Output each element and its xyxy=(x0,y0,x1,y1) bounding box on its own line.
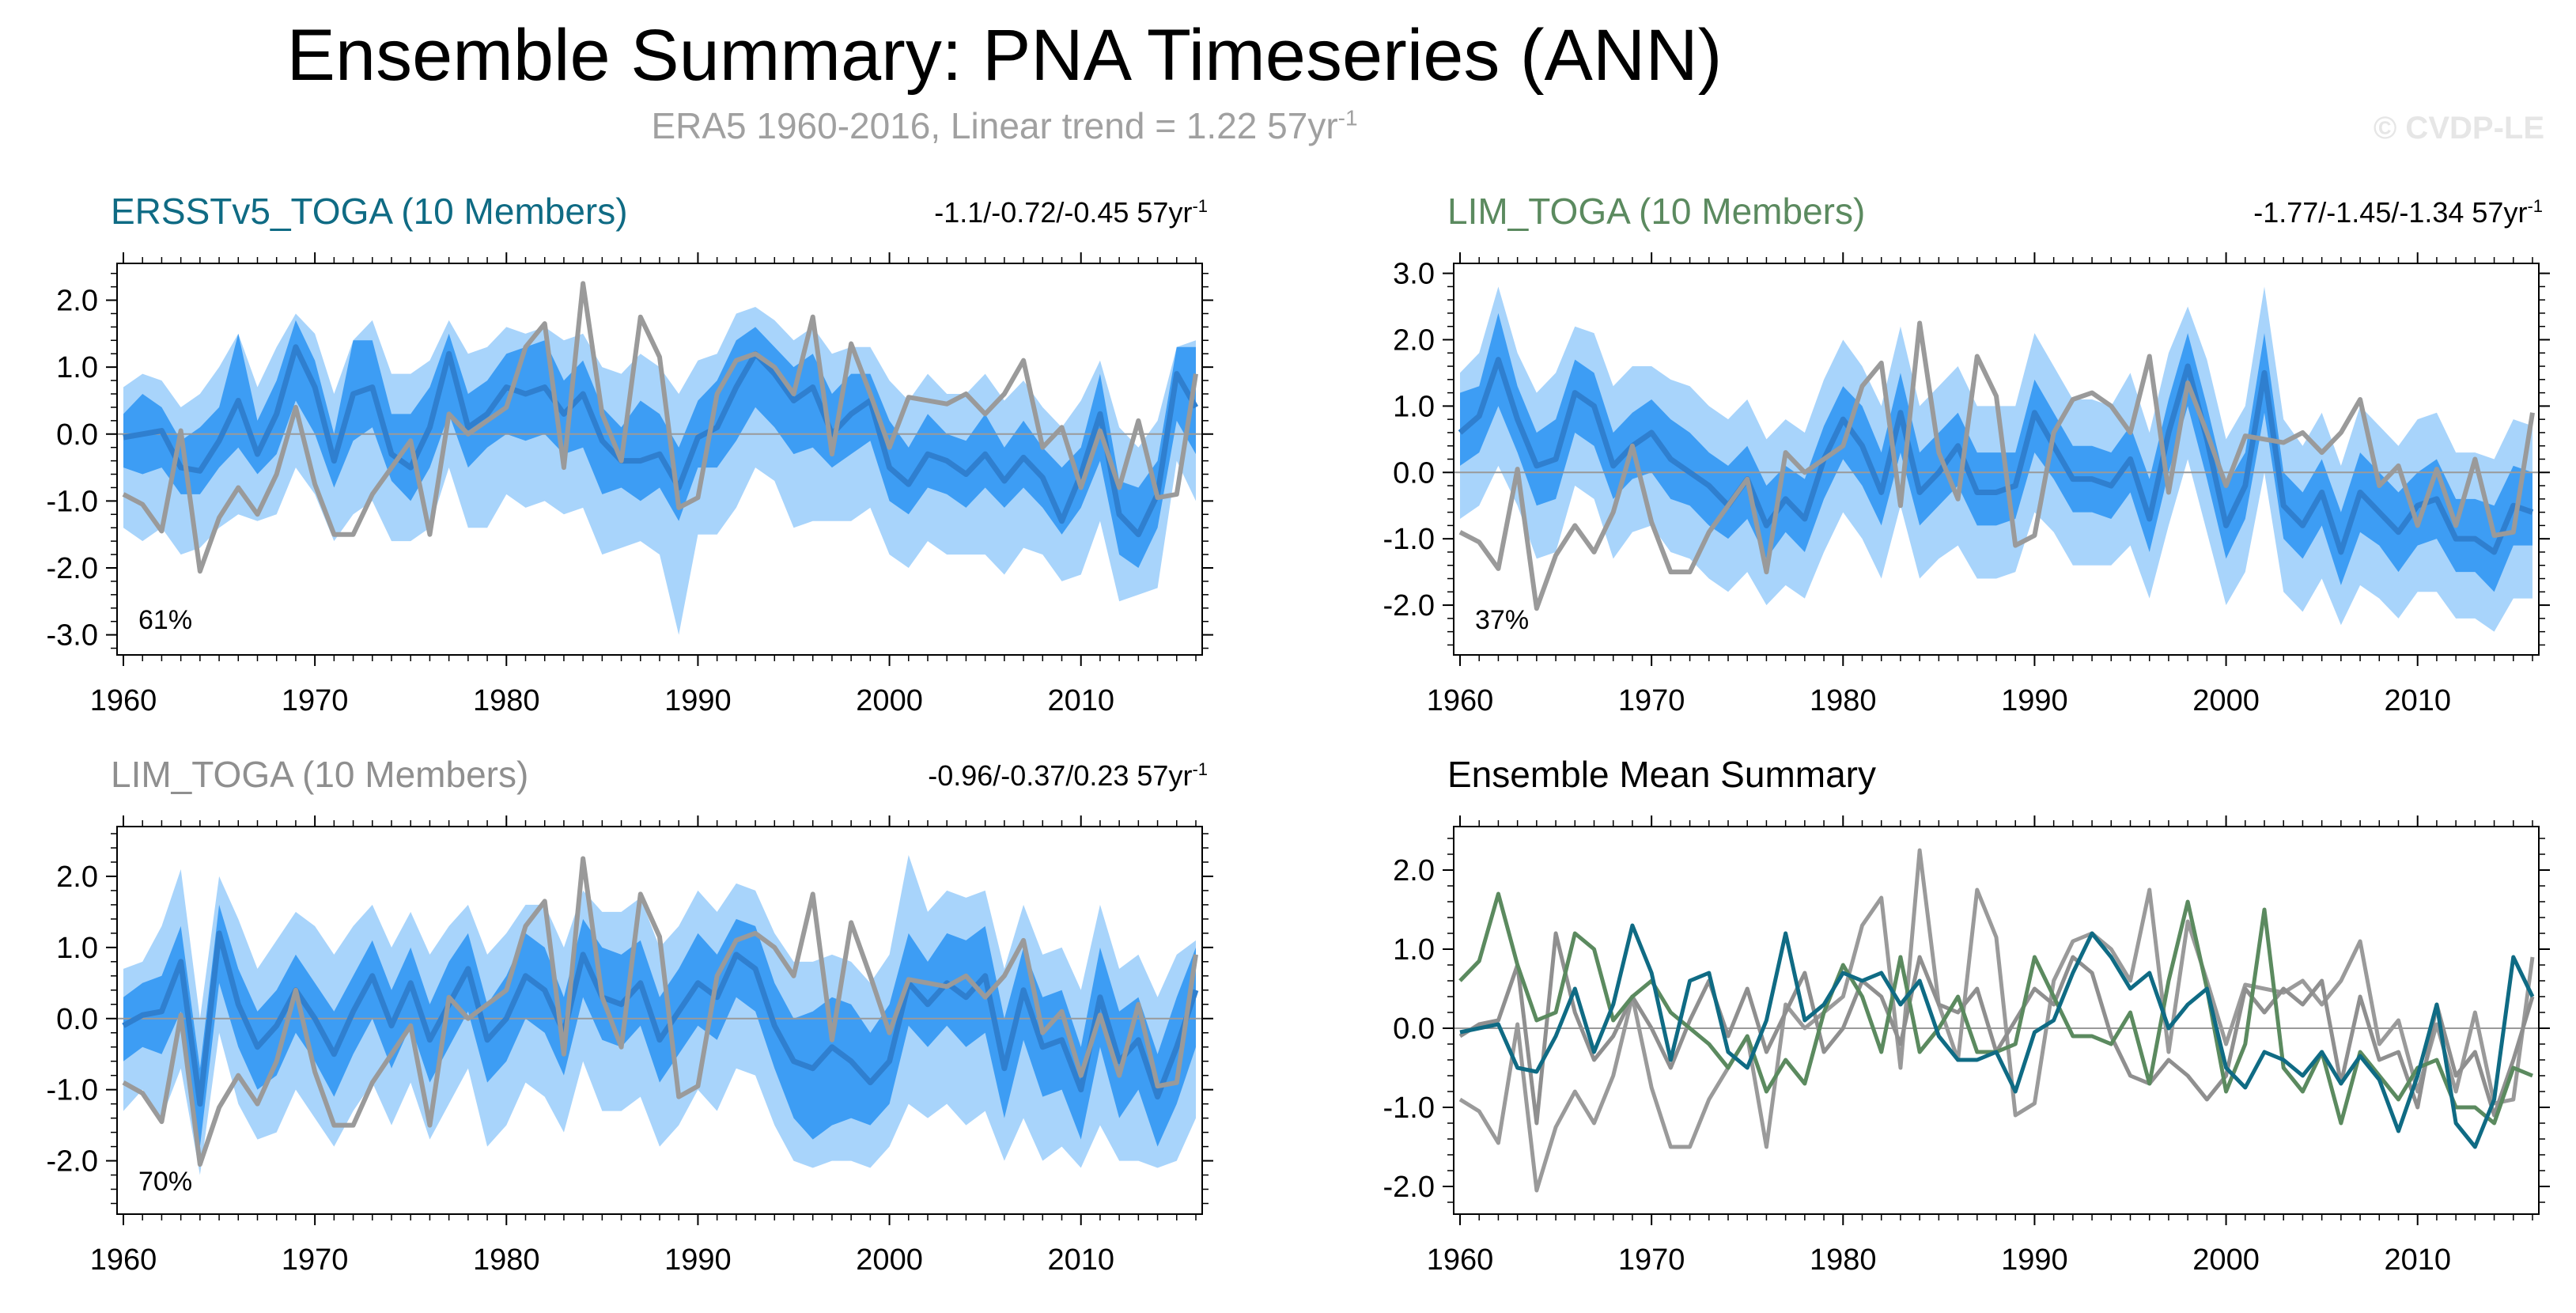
subtitle-sup: -1 xyxy=(1337,105,1358,131)
plot-area xyxy=(1454,286,2539,632)
y-tick-label: -2.0 xyxy=(47,552,98,585)
panel-trend-lim-gray: -0.96/-0.37/0.23 57yr-1 xyxy=(928,759,1208,793)
y-tick-label: 2.0 xyxy=(56,285,98,318)
percent-label-lim-green: 37% xyxy=(1475,605,1530,635)
trend-sup: -1 xyxy=(2527,196,2543,216)
trend-text: -0.96/-0.37/0.23 57yr xyxy=(928,759,1193,792)
y-tick-label: 0.0 xyxy=(1393,1012,1435,1046)
x-tick-label: 1960 xyxy=(1427,684,1494,717)
y-tick-label: 1.0 xyxy=(1393,390,1435,423)
x-tick-label: 1960 xyxy=(1427,1243,1494,1277)
y-tick-label: -2.0 xyxy=(47,1145,98,1179)
x-tick-label: 1990 xyxy=(664,1243,732,1277)
ensemble-mean-line xyxy=(1458,357,2534,555)
ensemble-mean-line xyxy=(123,344,1199,538)
panel-title-ersst: ERSSTv5_TOGA (10 Members) xyxy=(111,191,628,232)
x-tick-label: 2000 xyxy=(856,684,923,717)
observed-line xyxy=(1458,320,2535,611)
subtitle: ERA5 1960-2016, Linear trend = 1.22 57yr… xyxy=(0,104,2009,147)
y-tick-label: -2.0 xyxy=(1383,589,1435,622)
x-tick-label: 1980 xyxy=(1810,1243,1877,1277)
y-tick-label: 1.0 xyxy=(56,351,98,384)
y-tick-label: 2.0 xyxy=(1393,854,1435,887)
panel-title-lim-green: LIM_TOGA (10 Members) xyxy=(1447,191,1866,232)
x-tick-label: 1990 xyxy=(664,684,732,717)
y-tick-label: -1.0 xyxy=(1383,523,1435,556)
panel-title-lim-gray: LIM_TOGA (10 Members) xyxy=(111,754,529,795)
x-tick-label: 1980 xyxy=(1810,684,1877,717)
x-tick-label: 1990 xyxy=(2001,684,2068,717)
y-tick-label: -1.0 xyxy=(1383,1092,1435,1125)
panel-trend-ersst: -1.1/-0.72/-0.45 57yr-1 xyxy=(934,196,1208,229)
y-tick-label: -2.0 xyxy=(1383,1171,1435,1204)
panel-title-summary: Ensemble Mean Summary xyxy=(1447,754,1876,795)
plot-area xyxy=(1454,848,2539,1193)
x-tick-label: 2000 xyxy=(2192,684,2260,717)
x-tick-label: 1960 xyxy=(90,684,157,717)
y-tick-label: 0.0 xyxy=(56,418,98,452)
x-tick-label: 1960 xyxy=(90,1243,157,1277)
x-tick-label: 2010 xyxy=(2384,684,2451,717)
plot-area xyxy=(117,281,1202,635)
x-tick-label: 1970 xyxy=(1618,1243,1685,1277)
observed-line xyxy=(122,856,1198,1167)
y-tick-label: 3.0 xyxy=(1393,258,1435,291)
y-tick-label: -3.0 xyxy=(47,619,98,653)
panel-trend-lim-green: -1.77/-1.45/-1.34 57yr-1 xyxy=(2253,196,2543,229)
x-tick-label: 1980 xyxy=(473,684,540,717)
y-tick-label: -1.0 xyxy=(47,485,98,518)
spread-inner-band xyxy=(123,320,1196,568)
y-tick-label: 2.0 xyxy=(1393,324,1435,357)
x-tick-label: 2010 xyxy=(1047,1243,1114,1277)
ensemble-mean-line xyxy=(122,930,1199,1107)
page-title: Ensemble Summary: PNA Timeseries (ANN) xyxy=(286,15,1723,96)
y-tick-label: 1.0 xyxy=(1393,933,1435,967)
trend-text: -1.77/-1.45/-1.34 57yr xyxy=(2253,196,2528,229)
y-tick-label: 0.0 xyxy=(56,1003,98,1036)
observed-line xyxy=(122,281,1198,574)
plot-area xyxy=(117,854,1202,1175)
y-tick-label: 1.0 xyxy=(56,932,98,965)
x-tick-label: 1970 xyxy=(282,1243,349,1277)
x-tick-label: 2010 xyxy=(2384,1243,2451,1277)
x-tick-label: 1970 xyxy=(1618,684,1685,717)
trend-sup: -1 xyxy=(1192,196,1208,216)
chart-p3: -2.0 -1.0 0.0 1.0 2.0 1960 1970 1980 1990 2000 201… xyxy=(47,815,1213,1277)
x-tick-label: 1980 xyxy=(473,1243,540,1277)
chart-p1: -3.0 -2.0 -1.0 0.0 1.0 2.0 1960 1970 1980 1990 200… xyxy=(47,252,1213,717)
chart-p2: -2.0 -1.0 0.0 1.0 2.0 3.0 1960 1970 1980 1990 2000… xyxy=(1383,252,2550,717)
series-line-0 xyxy=(1458,848,2535,1193)
x-tick-label: 1970 xyxy=(282,684,349,717)
x-tick-label: 2010 xyxy=(1047,684,1114,717)
subtitle-text: ERA5 1960-2016, Linear trend = 1.22 57yr xyxy=(651,105,1338,146)
trend-sup: -1 xyxy=(1192,759,1208,779)
trend-text: -1.1/-0.72/-0.45 57yr xyxy=(934,196,1193,229)
x-tick-label: 2000 xyxy=(856,1243,923,1277)
watermark: © CVDP-LE xyxy=(2373,111,2544,146)
y-tick-label: 0.0 xyxy=(1393,456,1435,490)
spread-inner-band xyxy=(123,904,1196,1147)
y-tick-label: -1.0 xyxy=(47,1074,98,1107)
percent-label-lim-gray: 70% xyxy=(138,1167,193,1197)
chart-p4: -2.0 -1.0 0.0 1.0 2.0 1960 1970 1980 1990 2000 201… xyxy=(1383,815,2550,1277)
x-tick-label: 2000 xyxy=(2192,1243,2260,1277)
series-line-3 xyxy=(1459,923,2535,1149)
x-tick-label: 1990 xyxy=(2001,1243,2068,1277)
percent-label-ersst: 61% xyxy=(138,605,193,635)
y-tick-label: 2.0 xyxy=(56,861,98,894)
